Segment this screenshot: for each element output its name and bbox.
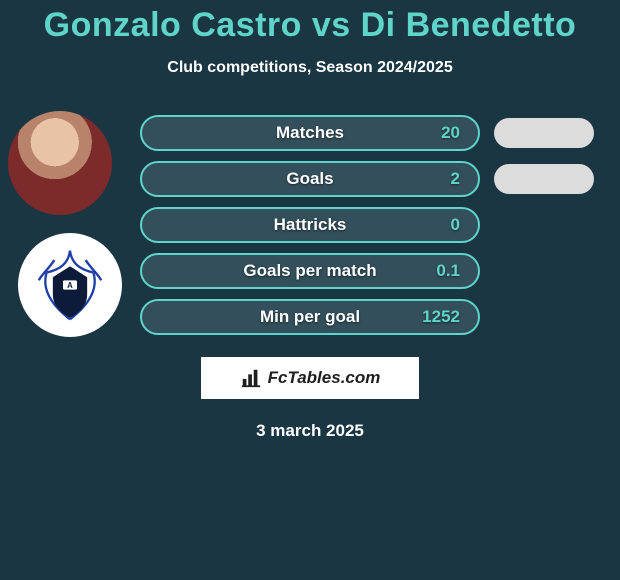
stat-label: Hattricks xyxy=(274,215,347,235)
branding-text: FcTables.com xyxy=(268,368,381,388)
stat-pill-goals: Goals 2 xyxy=(140,161,480,197)
stat-label: Goals xyxy=(286,169,333,189)
stat-right-bubble xyxy=(494,118,594,148)
stat-pill-mpg: Min per goal 1252 xyxy=(140,299,480,335)
club-crest-icon: A xyxy=(31,246,109,324)
stat-rows: Matches 20 Goals 2 Hattricks 0 xyxy=(140,115,600,335)
stat-row: Goals 2 xyxy=(140,161,600,197)
stat-right-bubble xyxy=(494,164,594,194)
stat-value-left: 0 xyxy=(451,215,460,235)
page-title: Gonzalo Castro vs Di Benedetto xyxy=(0,0,620,45)
snapshot-date: 3 march 2025 xyxy=(0,421,620,441)
stat-value-left: 0.1 xyxy=(436,261,460,281)
player-left-avatar xyxy=(8,111,112,215)
stat-value-left: 20 xyxy=(441,123,460,143)
page-subtitle: Club competitions, Season 2024/2025 xyxy=(0,59,620,77)
stat-pill-matches: Matches 20 xyxy=(140,115,480,151)
svg-text:A: A xyxy=(67,281,73,290)
stat-row: Goals per match 0.1 xyxy=(140,253,600,289)
stat-pill-hattricks: Hattricks 0 xyxy=(140,207,480,243)
stat-row: Min per goal 1252 xyxy=(140,299,600,335)
stats-area: A Matches 20 Goals 2 Hattricks xyxy=(0,115,620,335)
stat-label: Goals per match xyxy=(243,261,376,281)
stat-row: Matches 20 xyxy=(140,115,600,151)
stat-value-left: 2 xyxy=(451,169,460,189)
stat-row: Hattricks 0 xyxy=(140,207,600,243)
player-left-club-badge: A xyxy=(18,233,122,337)
branding-panel: FcTables.com xyxy=(201,357,419,399)
stat-label: Min per goal xyxy=(260,307,360,327)
stat-pill-gpm: Goals per match 0.1 xyxy=(140,253,480,289)
stat-label: Matches xyxy=(276,123,344,143)
comparison-infographic: Gonzalo Castro vs Di Benedetto Club comp… xyxy=(0,0,620,580)
bar-chart-icon xyxy=(240,367,262,389)
stat-value-left: 1252 xyxy=(422,307,460,327)
